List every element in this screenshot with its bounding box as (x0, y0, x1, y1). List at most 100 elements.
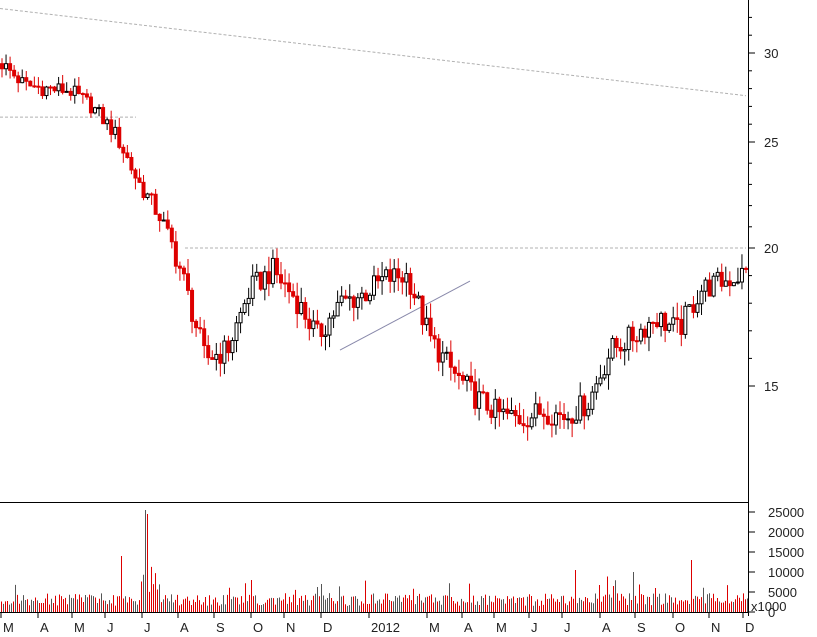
candle-body (194, 320, 199, 329)
candle-body (254, 271, 259, 277)
candle-body (339, 295, 344, 303)
candle-body (618, 346, 623, 352)
candle-body (351, 296, 356, 308)
candle-body (388, 269, 393, 282)
candle-body (117, 126, 122, 148)
candle-body (4, 63, 9, 70)
candle-body (48, 86, 53, 89)
candle-body (315, 320, 320, 325)
candle-body (56, 83, 61, 92)
candle-body (549, 423, 554, 426)
candle-body (610, 338, 615, 359)
candle-body (97, 107, 102, 110)
volume-tick-label: 25000 (768, 505, 804, 520)
candle-body (392, 268, 397, 282)
candle-body (630, 326, 635, 342)
candle-body (145, 193, 150, 199)
candle-body (76, 85, 81, 95)
candle-body (270, 257, 275, 285)
candle-body (663, 312, 668, 331)
candle-body (72, 85, 77, 96)
candle-body (517, 415, 522, 425)
candle-body (529, 417, 534, 428)
candle-body (408, 273, 413, 295)
candle-body (473, 381, 478, 409)
candle-body (250, 275, 255, 299)
candle-body (186, 273, 190, 291)
candle-body (226, 340, 231, 354)
candle-body (295, 295, 300, 315)
candle-body (190, 289, 195, 322)
month-label: J (564, 620, 571, 635)
candle-body (384, 269, 389, 278)
candle-body (521, 423, 526, 427)
price-tick-label: 20 (764, 241, 778, 256)
candle-body (667, 323, 672, 331)
candle-body (266, 271, 271, 285)
candle-body (161, 219, 166, 222)
candle-body (198, 327, 203, 330)
candle-body (416, 295, 421, 299)
candle-body (109, 119, 114, 135)
candle-body (525, 425, 530, 428)
candle-body (634, 340, 639, 343)
candle-body (582, 395, 587, 417)
candle-body (477, 391, 482, 409)
candle-body (731, 282, 736, 287)
candle-body (671, 317, 676, 325)
candle-body (614, 338, 619, 348)
candle-body (44, 86, 49, 97)
candle-body (638, 328, 643, 342)
candle-body (509, 410, 514, 414)
candle-body (687, 304, 692, 307)
candle-body (165, 219, 170, 229)
candle-body (469, 375, 474, 383)
candle-body (606, 357, 611, 376)
candle-body (173, 241, 178, 267)
candle-body (242, 303, 247, 313)
candle-body (319, 323, 324, 337)
candle-body (210, 357, 215, 360)
candle-body (80, 93, 85, 96)
candle-body (40, 86, 45, 97)
volume-unit-label: x1000 (751, 599, 786, 614)
candle-body (181, 267, 186, 275)
candle-body (149, 193, 154, 196)
candle-body (20, 77, 25, 84)
candle-body (218, 353, 223, 364)
candle-body (335, 301, 340, 317)
candle-body (125, 152, 130, 158)
candle-body (16, 75, 21, 84)
candle-body (262, 271, 267, 290)
candle-body (24, 77, 29, 82)
candle-body (133, 169, 138, 179)
candle-body (202, 328, 207, 347)
price-tick-label: 15 (764, 379, 778, 394)
candle-body (113, 126, 118, 135)
chart-frame (0, 0, 755, 618)
price-tick-label: 25 (764, 135, 778, 150)
candle-body (456, 372, 461, 377)
candle-body (655, 322, 660, 328)
month-label: M (74, 620, 85, 635)
candle-body (440, 352, 445, 363)
month-label: M (3, 620, 14, 635)
candle-body (299, 301, 304, 315)
candle-body (141, 181, 146, 199)
long-trendline (0, 8, 747, 97)
candle-body (258, 271, 263, 290)
volume-tick-label: 5000 (768, 585, 797, 600)
candle-body (367, 294, 372, 302)
candle-body (137, 177, 142, 183)
candle-body (497, 398, 502, 413)
candle-body (481, 391, 486, 394)
candle-body (695, 303, 700, 313)
candle-body (279, 274, 283, 284)
candle-body (363, 292, 368, 302)
volume-tick-label: 15000 (768, 545, 804, 560)
month-label: A (40, 620, 49, 635)
candle-body (234, 322, 239, 342)
month-label: S (216, 620, 225, 635)
